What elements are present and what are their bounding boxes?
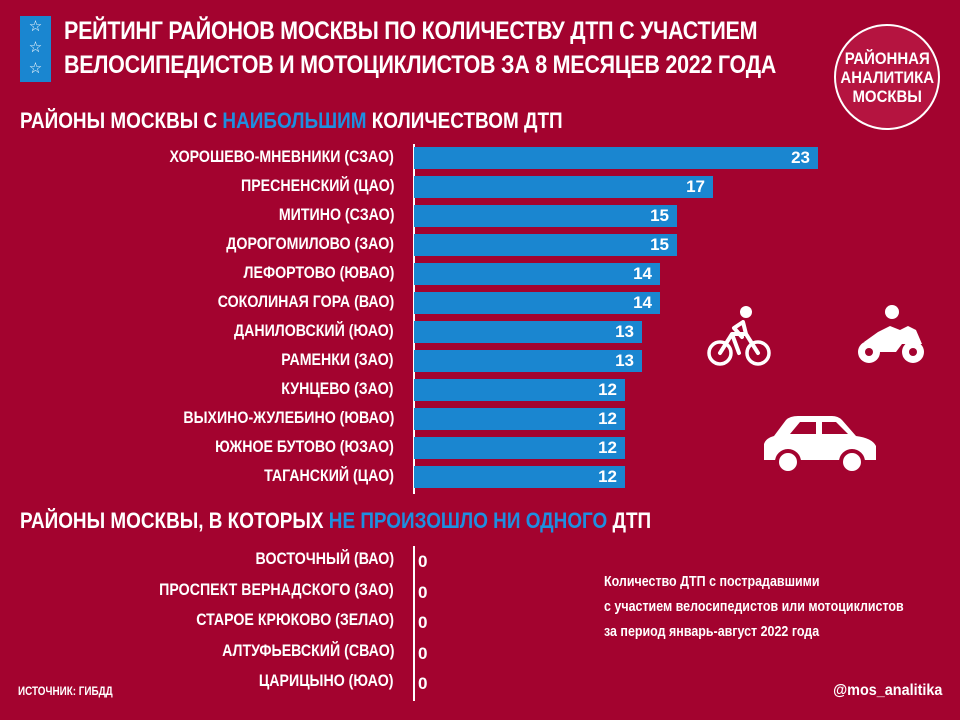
bar: 12	[414, 466, 625, 488]
bar: 13	[414, 321, 642, 343]
note-line: за период январь-август 2022 года	[604, 624, 820, 640]
badge-line: РАЙОННАЯ	[844, 48, 930, 68]
bar: 13	[414, 350, 642, 372]
bar-value: 17	[686, 177, 705, 196]
bar-label: СОКОЛИНАЯ ГОРА (ВАО)	[217, 293, 394, 311]
zero-label: ЦАРИЦЫНО (ЮАО)	[259, 672, 394, 690]
bar-label: ЮЖНОЕ БУТОВО (ЮЗАО)	[215, 438, 394, 456]
bar-value: 12	[598, 438, 617, 457]
note-line: с участием велосипедистов или мотоциклис…	[604, 599, 904, 615]
bar-value: 12	[598, 409, 617, 428]
bar-value: 12	[598, 380, 617, 399]
bar-value: 13	[615, 351, 634, 370]
zero-label: СТАРОЕ КРЮКОВО (ЗЕЛАО)	[196, 611, 394, 629]
bar: 12	[414, 379, 625, 401]
star-icon: ☆	[28, 18, 43, 35]
section-title-zero: РАЙОНЫ МОСКВЫ, В КОТОРЫХ НЕ ПРОИЗОШЛО НИ…	[20, 508, 652, 533]
brand-badge: РАЙОННАЯ АНАЛИТИКА МОСКВЫ	[834, 24, 940, 130]
flag-logo: ☆ ☆ ☆	[20, 16, 51, 82]
bar: 15	[414, 234, 677, 256]
bar-label: ДАНИЛОВСКИЙ (ЮАО)	[234, 322, 394, 340]
bicycle-icon	[707, 306, 771, 366]
bar-label: ХОРОШЕВО-МНЕВНИКИ (СЗАО)	[169, 148, 394, 166]
zero-label: ПРОСПЕКТ ВЕРНАДСКОГО (ЗАО)	[159, 580, 394, 599]
bar-label: ВЫХИНО-ЖУЛЕБИНО (ЮВАО)	[182, 409, 394, 427]
badge-line: АНАЛИТИКА	[840, 67, 934, 87]
zero-value: 0	[418, 552, 428, 571]
section-title-top: РАЙОНЫ МОСКВЫ С НАИБОЛЬШИМ КОЛИЧЕСТВОМ Д…	[20, 108, 563, 133]
zero-label: АЛТУФЬЕВСКИЙ (СВАО)	[221, 641, 394, 660]
bar: 23	[414, 147, 818, 169]
source-label: ИСТОЧНИК: ГИБДД	[18, 686, 113, 698]
bar-label: МИТИНО (СЗАО)	[278, 206, 394, 224]
bar-value: 14	[633, 293, 652, 312]
bar: 12	[414, 437, 625, 459]
bar-label: ДОРОГОМИЛОВО (ЗАО)	[226, 235, 394, 253]
chart-note: Количество ДТП с пострадавшими с участие…	[604, 570, 904, 645]
zero-value: 0	[418, 643, 428, 663]
bar-label: ЛЕФОРТОВО (ЮВАО)	[243, 264, 394, 282]
bar-value: 23	[791, 148, 810, 167]
zero-value: 0	[418, 613, 428, 632]
bar: 14	[414, 263, 660, 285]
bar: 12	[414, 408, 625, 430]
bar-label: РАМЕНКИ (ЗАО)	[281, 351, 394, 369]
bar-value: 12	[598, 467, 617, 486]
chart-axis	[413, 546, 415, 701]
bar-value: 15	[650, 206, 669, 225]
star-icon: ☆	[28, 60, 43, 77]
star-icon: ☆	[28, 39, 43, 56]
note-line: Количество ДТП с пострадавшими	[604, 574, 820, 590]
motorcycle-icon	[858, 305, 924, 363]
title-line-2: ВЕЛОСИПЕДИСТОВ И МОТОЦИКЛИСТОВ ЗА 8 МЕСЯ…	[64, 51, 777, 79]
bar-value: 15	[650, 235, 669, 254]
zero-value: 0	[418, 582, 428, 602]
section-highlight: НАИБОЛЬШИМ	[222, 108, 367, 133]
bar: 14	[414, 292, 660, 314]
badge-line: МОСКВЫ	[852, 86, 922, 106]
car-icon	[764, 416, 876, 475]
page-title: РЕЙТИНГ РАЙОНОВ МОСКВЫ ПО КОЛИЧЕСТВУ ДТП…	[64, 14, 776, 82]
bar-value: 14	[633, 264, 652, 283]
social-handle: @mos_analitika	[832, 682, 942, 699]
zero-label: ВОСТОЧНЫЙ (ВАО)	[255, 550, 394, 568]
bar: 15	[414, 205, 677, 227]
zero-value: 0	[418, 674, 428, 693]
title-line-1: РЕЙТИНГ РАЙОНОВ МОСКВЫ ПО КОЛИЧЕСТВУ ДТП…	[64, 17, 758, 45]
bar-value: 13	[615, 322, 634, 341]
chart-axis	[413, 144, 415, 494]
bar-label: КУНЦЕВО (ЗАО)	[281, 380, 394, 398]
bar-label: ТАГАНСКИЙ (ЦАО)	[264, 467, 394, 485]
bar: 17	[414, 176, 713, 198]
bar-label: ПРЕСНЕНСКИЙ (ЦАО)	[240, 177, 394, 195]
section-highlight: НЕ ПРОИЗОШЛО НИ ОДНОГО	[328, 508, 608, 533]
